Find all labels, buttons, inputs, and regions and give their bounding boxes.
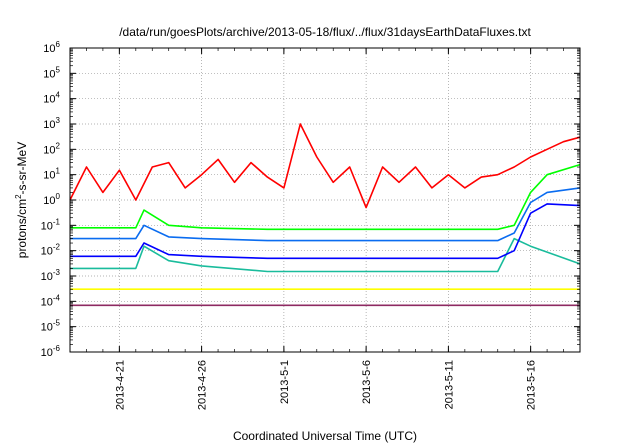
y-tick-label: 10-3	[41, 268, 61, 283]
y-tick-label: 10-5	[41, 319, 61, 334]
x-tick-label: 2013-5-16	[526, 360, 538, 410]
y-tick-label: 102	[43, 141, 60, 156]
y-tick-label: 105	[43, 65, 60, 80]
y-tick-label: 104	[43, 91, 60, 106]
chart-title: /data/run/goesPlots/archive/2013-05-18/f…	[119, 25, 531, 39]
y-tick-label: 10-6	[41, 344, 61, 359]
y-tick-label: 100	[43, 192, 60, 207]
grid-lines	[70, 48, 580, 352]
y-axis-title-base: protons/cm	[15, 199, 29, 258]
series-line-6	[69, 123, 581, 209]
series-line-4	[70, 187, 581, 242]
y-tick-label: 103	[43, 116, 60, 131]
y-tick-label: 106	[43, 40, 60, 55]
series-line-2	[70, 237, 581, 273]
x-tick-label: 2013-5-6	[361, 360, 373, 404]
y-tick-label: 10-2	[41, 243, 61, 258]
y-tick-label: 10-1	[41, 217, 61, 232]
x-tick-label: 2013-5-11	[443, 360, 455, 409]
series-layer	[69, 123, 581, 307]
series-line-5	[70, 203, 581, 260]
y-axis-title-sup: 2	[14, 194, 23, 199]
x-tick-label: 2013-4-21	[114, 360, 126, 410]
y-tick-label: 101	[43, 167, 60, 182]
y-axis-ticks: 10-6 10-5 10-4 10-3 10-2 10-1 100 101 102 103 104 1…	[41, 40, 580, 359]
x-axis-title: Coordinated Universal Time (UTC)	[233, 429, 417, 443]
y-axis-title: protons/cm2-s-sr-MeV	[14, 142, 29, 258]
y-axis-title-rest: -s-sr-MeV	[15, 142, 29, 195]
x-tick-label: 2013-4-26	[197, 360, 209, 410]
x-tick-label: 2013-5-1	[279, 360, 291, 404]
series-line-3	[70, 163, 581, 231]
x-axis-ticks: 2013-4-21 2013-4-26 2013-5-1 2013-5-6 2013-5…	[86, 48, 564, 410]
y-tick-label: 10-4	[41, 293, 61, 308]
